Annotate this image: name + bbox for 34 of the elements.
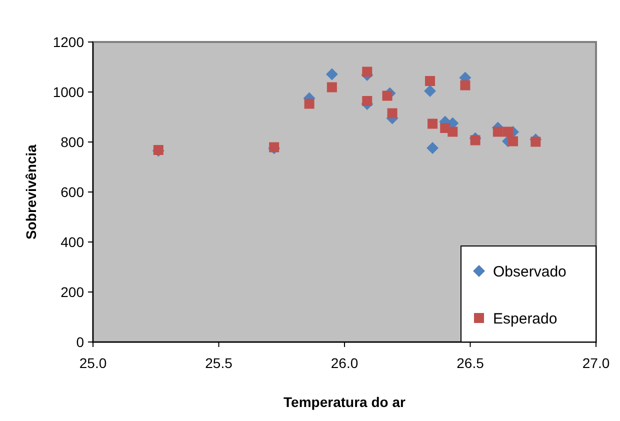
point xyxy=(425,76,436,86)
point xyxy=(382,90,392,101)
x-tick-label: 27.0 xyxy=(582,355,610,371)
y-tick-label: 600 xyxy=(60,184,84,200)
point xyxy=(362,66,372,77)
point xyxy=(326,68,338,80)
x-tick-label: 26.0 xyxy=(330,355,358,371)
point xyxy=(502,126,513,137)
point xyxy=(460,80,470,90)
x-tick-label: 26.5 xyxy=(456,355,484,371)
point xyxy=(428,118,438,129)
point xyxy=(448,126,458,137)
y-tick-label: 1200 xyxy=(52,34,84,50)
point xyxy=(326,82,337,92)
point xyxy=(304,98,314,109)
legend-label: Esperado xyxy=(493,310,558,328)
point xyxy=(426,142,439,154)
point xyxy=(424,85,436,97)
point xyxy=(508,136,518,146)
point xyxy=(530,136,541,147)
point xyxy=(387,108,398,118)
x-tick-label: 25.0 xyxy=(79,355,107,371)
y-axis-title: Sobrevivência xyxy=(23,144,39,240)
x-axis-title: Temperatura do ar xyxy=(284,394,406,410)
point xyxy=(470,135,480,146)
y-tick-label: 800 xyxy=(60,134,84,150)
point xyxy=(362,96,372,106)
y-tick-label: 0 xyxy=(76,334,84,350)
point xyxy=(492,126,503,137)
legend-label: Observado xyxy=(493,263,566,280)
x-tick-label: 25.5 xyxy=(205,355,233,371)
y-tick-label: 400 xyxy=(60,234,84,250)
y-tick-label: 200 xyxy=(60,284,84,300)
y-tick-label: 1000 xyxy=(52,84,84,100)
